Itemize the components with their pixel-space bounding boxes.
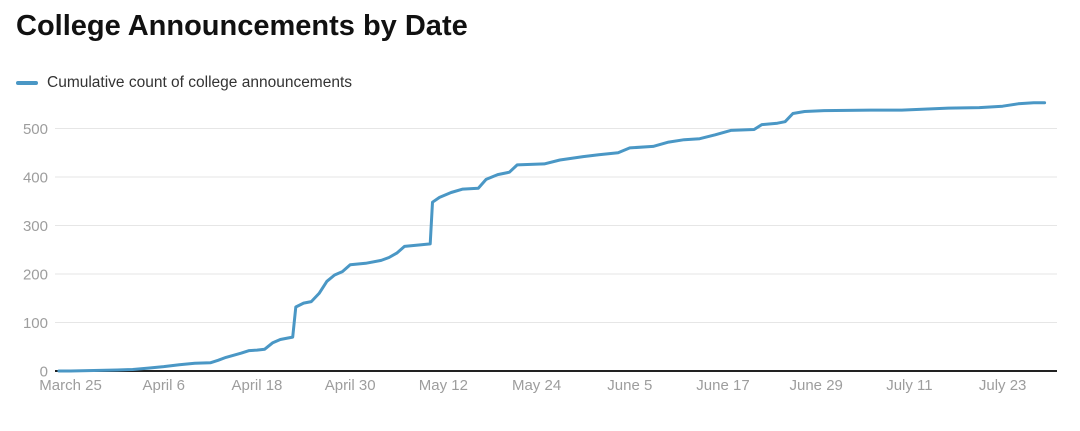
x-axis-tick-labels: March 25 April 6 April 18 April 30 May 12 May…: [39, 377, 1026, 394]
gridlines: [55, 128, 1057, 372]
y-tick-label: 0: [40, 364, 48, 381]
y-tick-label: 100: [23, 315, 48, 332]
x-tick-label: May 12: [419, 377, 468, 394]
x-tick-label: April 6: [142, 377, 185, 394]
chart-title: College Announcements by Date: [16, 10, 468, 42]
x-tick-label: March 25: [39, 377, 102, 394]
legend: Cumulative count of college announcement…: [16, 74, 352, 92]
x-tick-label: April 30: [325, 377, 376, 394]
x-tick-label: July 11: [886, 377, 932, 394]
y-tick-label: 500: [23, 121, 48, 138]
y-tick-label: 200: [23, 267, 48, 284]
cumulative-count-line: [57, 101, 1047, 373]
x-tick-label: July 23: [979, 377, 1027, 394]
y-axis-tick-labels: 0 100 200 300 400 500: [23, 121, 48, 381]
x-tick-label: June 29: [790, 377, 843, 394]
x-tick-label: May 24: [512, 377, 561, 394]
data-series: [57, 101, 1047, 373]
x-tick-label: April 18: [232, 377, 283, 394]
y-tick-label: 400: [23, 170, 48, 187]
legend-label: Cumulative count of college announcement…: [47, 74, 353, 91]
y-tick-label: 300: [23, 218, 48, 235]
x-tick-label: June 5: [607, 377, 652, 394]
x-tick-label: June 17: [696, 377, 749, 394]
legend-line-swatch-icon: [16, 81, 38, 85]
